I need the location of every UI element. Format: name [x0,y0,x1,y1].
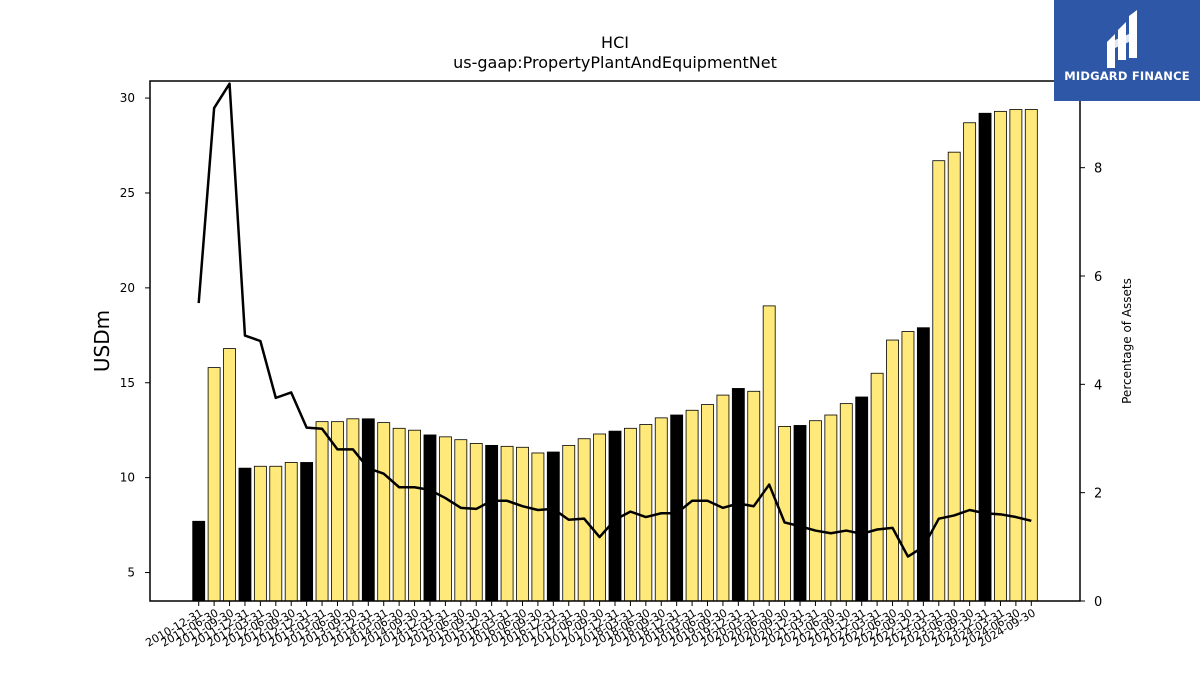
bar [546,451,560,602]
bar [408,429,421,602]
y-axis-right: 0 2 4 6 8 [1080,162,1102,610]
y2-tick-label: 2 [1094,487,1102,502]
bar [762,305,776,602]
bar [886,339,899,602]
bar [253,465,267,602]
bar [994,110,1007,602]
bar [1009,109,1023,602]
bar [793,425,807,602]
bar [269,465,283,602]
bar-group [192,109,1038,602]
bar [223,348,236,602]
x-axis: 2010-12-312011-06-302011-09-302011-12-31… [143,601,1038,650]
bar [716,394,730,602]
y-tick-label: 10 [120,471,135,485]
series-line [197,82,1032,558]
bar [947,151,961,602]
bar [670,414,684,602]
bar [192,520,206,602]
bar [315,421,329,602]
y2-tick-label: 6 [1094,270,1102,285]
bar [207,367,221,602]
bar [608,430,622,602]
y-tick-label: 5 [127,566,135,580]
bar [809,420,822,602]
y2-axis-label: Percentage of Assets [1120,278,1134,404]
bar [485,444,499,602]
bar [300,462,314,602]
y2-tick-label: 0 [1094,595,1102,610]
y-tick-label: 25 [120,186,135,200]
bar [392,427,406,602]
bar [238,467,252,602]
bar [593,433,607,602]
y2-tick-label: 4 [1094,378,1102,393]
bar [855,396,869,602]
bar [870,372,884,602]
bar [438,436,452,602]
y-tick-label: 30 [120,91,135,105]
logo-text: MIDGARD FINANCE [1064,69,1190,83]
y-tick-label: 15 [120,376,135,390]
brand-logo: MIDGARD FINANCE [1054,0,1200,101]
bar [423,434,437,602]
bar [361,418,375,602]
bar [839,403,853,602]
bar [500,445,514,602]
bar [516,446,529,602]
bar [747,390,761,602]
bar [824,414,838,602]
bar [454,439,468,602]
y-axis-left: 5 10 15 20 25 30 [120,91,150,580]
bar [562,444,576,602]
y-axis-label: USDm [90,310,114,372]
bar [916,327,930,602]
bar [284,462,298,602]
y-tick-label: 20 [120,281,135,295]
bar [654,417,668,602]
bar [731,388,745,602]
bar [346,418,360,602]
bar [932,160,946,602]
logo-mark-icon [1107,10,1137,68]
bar [978,112,992,602]
line-group [197,82,1032,558]
bar [901,331,915,602]
bar [531,452,545,602]
chart-subtitle: us-gaap:PropertyPlantAndEquipmentNet [453,53,777,72]
y2-tick-label: 8 [1094,162,1102,177]
bar [639,424,653,602]
bar [963,122,977,602]
bar [377,422,391,602]
bar [1024,109,1038,602]
chart-title: HCI [601,33,629,52]
bar [469,443,483,602]
